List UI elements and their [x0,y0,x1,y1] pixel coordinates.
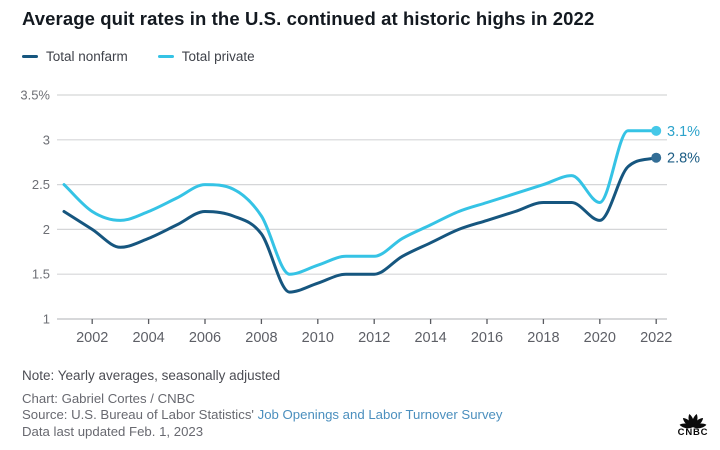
total-private-swatch-icon [157,54,174,59]
x-axis-label-2008: 2008 [245,330,277,346]
credit-line-source: Source: U.S. Bureau of Labor Statistics'… [22,407,502,423]
x-axis-label-2022: 2022 [640,330,672,346]
x-axis-label-2014: 2014 [414,330,446,346]
y-axis-label-3.5%: 3.5% [20,88,50,103]
legend-label-total-private: Total private [181,49,255,64]
legend-item-total-nonfarm: Total nonfarm [22,49,128,64]
x-axis-label-2006: 2006 [189,330,221,346]
x-axis-label-2016: 2016 [471,330,503,346]
series-end-label-total-private: 3.1% [667,124,700,140]
chart-legend: Total nonfarm Total private [22,49,255,64]
legend-item-total-private: Total private [157,49,255,64]
y-axis-label-1.5: 1.5 [32,267,50,282]
y-axis-label-2.5: 2.5 [32,177,50,192]
series-line-total-private[interactable] [62,129,658,276]
credit-line-chart-author: Chart: Gabriel Cortes / CNBC [22,391,195,406]
chart-note: Note: Yearly averages, seasonally adjust… [22,368,281,383]
series-end-label-total-nonfarm: 2.8% [667,151,700,167]
credit-line-updated: Data last updated Feb. 1, 2023 [22,423,204,439]
series-endpoint-total-nonfarm[interactable] [651,152,662,163]
cnbc-peacock-icon [679,414,707,429]
y-axis-label-1: 1 [43,312,50,327]
series-endpoint-total-private[interactable] [651,125,662,136]
x-axis-label-2012: 2012 [358,330,390,346]
chart-title: Average quit rates in the U.S. continued… [22,8,595,29]
y-axis-label-3: 3 [43,132,50,147]
series-line-total-nonfarm[interactable] [62,156,658,294]
y-axis-label-2: 2 [43,222,50,237]
cnbc-logo: CNBC [670,399,716,438]
x-axis-label-2020: 2020 [584,330,616,346]
x-axis-label-2010: 2010 [302,330,334,346]
chart-credits: Chart: Gabriel Cortes / CNBC Source: U.S… [22,391,502,440]
source-link[interactable]: Job Openings and Labor Turnover Survey [257,407,503,423]
source-prefix: Source: U.S. Bureau of Labor Statistics' [22,407,258,423]
x-axis-label-2002: 2002 [76,330,108,346]
total-nonfarm-swatch-icon [22,54,38,59]
x-axis-label-2004: 2004 [132,330,164,346]
cnbc-logo-text: CNBC [677,427,709,438]
legend-label-total-nonfarm: Total nonfarm [46,49,128,64]
x-axis-label-2018: 2018 [527,330,559,346]
